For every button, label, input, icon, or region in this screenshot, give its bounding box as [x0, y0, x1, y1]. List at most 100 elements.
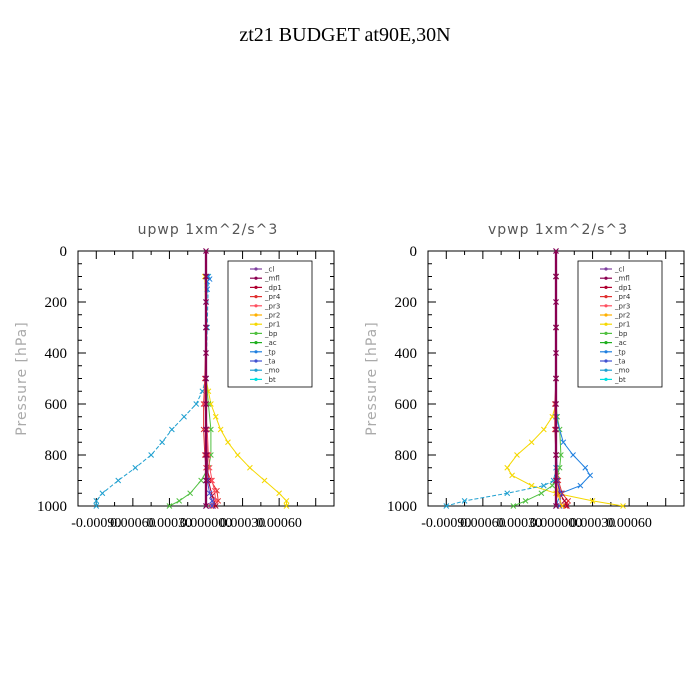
legend-marker	[604, 368, 608, 372]
data-point	[443, 503, 450, 509]
legend-marker	[604, 322, 608, 326]
data-point	[540, 482, 547, 489]
y-tick-label: 400	[395, 346, 418, 362]
data-point	[514, 452, 520, 458]
legend-marker	[254, 350, 258, 354]
data-point	[203, 299, 209, 305]
data-point	[166, 503, 173, 509]
data-point	[553, 248, 559, 254]
data-point	[582, 464, 589, 471]
data-point	[93, 498, 100, 504]
y-tick-label: 200	[395, 295, 418, 311]
y-axis-label: Pressure [hPa]	[364, 321, 380, 435]
data-point	[225, 439, 231, 446]
x-tick-label: 0.00030	[497, 516, 543, 531]
data-point	[504, 490, 511, 497]
data-point	[148, 452, 154, 458]
data-point	[99, 490, 106, 497]
legend-label: _pr2	[614, 312, 630, 320]
data-point	[206, 490, 213, 497]
data-point	[187, 490, 194, 497]
y-tick-label: 800	[395, 448, 418, 464]
data-point	[553, 503, 559, 509]
y-tick-label: 800	[45, 448, 68, 464]
data-point	[261, 477, 268, 484]
data-point	[461, 498, 468, 504]
data-point	[203, 503, 209, 509]
legend-marker	[604, 285, 608, 289]
legend-marker	[254, 377, 258, 381]
data-point	[209, 498, 215, 504]
data-point	[553, 401, 559, 407]
data-point	[509, 472, 515, 479]
data-point	[276, 490, 282, 497]
data-point	[553, 426, 559, 433]
legend-label: _mfl	[614, 275, 630, 283]
legend: _cl_mfl_dp1_pr4_pr3_pr2_pr1_bp_ac_tp_ta_…	[577, 260, 663, 388]
legend-marker	[604, 276, 608, 280]
data-point	[549, 482, 556, 489]
legend-marker	[604, 350, 608, 354]
data-point	[540, 426, 547, 433]
legend-label: _ta	[264, 358, 276, 366]
data-point	[215, 498, 222, 504]
legend-marker	[254, 295, 258, 299]
legend-label: _cl	[264, 266, 274, 274]
legend-marker	[604, 267, 608, 271]
legend-marker	[604, 331, 608, 335]
data-point	[528, 439, 535, 446]
data-point	[203, 452, 209, 458]
data-point	[198, 477, 204, 484]
data-point	[217, 426, 224, 433]
legend-label: _pr1	[614, 321, 630, 329]
x-tick-label: 0.00060	[460, 516, 506, 531]
x-tick-label: -0.00090	[421, 516, 471, 531]
data-point	[560, 439, 567, 446]
data-point	[203, 273, 209, 280]
legend-marker	[254, 313, 258, 317]
legend-label: _mo	[264, 367, 280, 375]
figure-title: zt21 BUDGET at90E,30N	[239, 24, 450, 46]
data-point	[553, 324, 559, 331]
data-point	[553, 477, 559, 484]
legend-marker	[604, 359, 608, 363]
legend-label: _bt	[264, 376, 276, 384]
legend-label: _pr4	[264, 293, 281, 301]
legend-label: _bp	[264, 330, 278, 338]
data-point	[203, 350, 209, 356]
data-point	[283, 503, 290, 509]
data-point	[559, 503, 565, 509]
x-tick-label: 0.00030	[147, 516, 193, 531]
data-point	[558, 452, 564, 458]
x-tick-label: 0.000000	[180, 516, 233, 531]
data-point	[193, 401, 200, 407]
y-tick-label: 200	[45, 295, 68, 311]
data-point	[510, 503, 517, 509]
data-point	[234, 452, 241, 458]
x-tick-label: -0.00090	[71, 516, 121, 531]
legend-label: _cl	[614, 266, 624, 274]
panel-title: upwp 1xm^2/s^3	[138, 222, 279, 238]
y-tick-label: 1000	[387, 499, 417, 515]
data-point	[211, 487, 218, 494]
x-tick-label: 0.00030	[570, 516, 616, 531]
series-line	[446, 276, 557, 507]
data-point	[553, 299, 559, 305]
legend-label: _pr4	[614, 293, 631, 301]
legend-label: _pr3	[264, 302, 280, 310]
y-tick-label: 0	[60, 244, 68, 260]
data-point	[115, 477, 122, 484]
legend-label: _ta	[614, 358, 626, 366]
data-point	[209, 503, 215, 509]
data-point	[203, 324, 209, 331]
legend-marker	[254, 341, 258, 345]
legend-label: _tp	[614, 348, 626, 356]
y-axis-label: Pressure [hPa]	[14, 321, 30, 435]
legend-marker	[604, 295, 608, 299]
x-tick-label: 0.00030	[220, 516, 266, 531]
y-tick-label: 400	[45, 346, 68, 362]
data-point	[176, 498, 183, 504]
legend-label: _pr3	[614, 302, 630, 310]
series-line	[513, 276, 562, 507]
legend-box	[577, 260, 663, 388]
